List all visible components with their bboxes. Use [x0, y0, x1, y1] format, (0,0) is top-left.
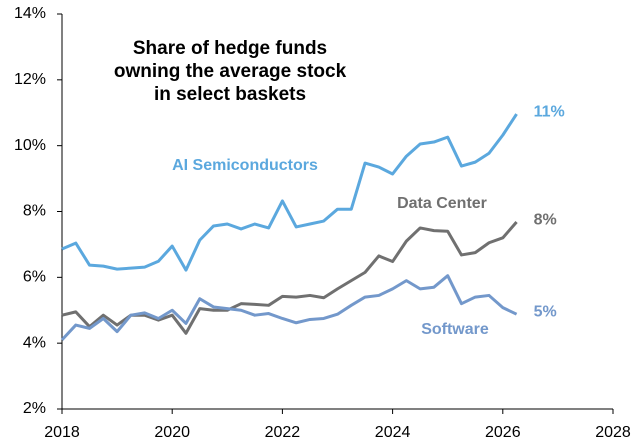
y-tick-label: 4%: [23, 334, 46, 351]
end-label: 11%: [534, 103, 565, 120]
x-tick-label: 2024: [375, 424, 411, 441]
x-tick-label: 2018: [44, 424, 80, 441]
series-label: AI Semiconductors: [172, 157, 318, 174]
series-label: Software: [421, 321, 489, 338]
chart-title: in select baskets: [154, 84, 306, 105]
y-tick-label: 10%: [14, 137, 46, 154]
y-tick-label: 8%: [23, 203, 46, 220]
end-label: 8%: [534, 211, 557, 228]
chart-title: owning the average stock: [114, 61, 347, 82]
end-label: 5%: [534, 303, 557, 320]
y-tick-label: 12%: [14, 71, 46, 88]
series-line: [60, 274, 518, 341]
x-tick-label: 2028: [595, 424, 631, 441]
y-tick-label: 6%: [23, 269, 46, 286]
y-tick-label: 14%: [14, 5, 46, 22]
x-tick-label: 2020: [154, 424, 190, 441]
series-line: [61, 113, 518, 272]
x-tick-label: 2026: [485, 424, 521, 441]
y-tick-label: 2%: [23, 400, 46, 417]
x-tick-label: 2022: [265, 424, 301, 441]
chart-title: Share of hedge funds: [133, 38, 327, 59]
series-label: Data Center: [397, 195, 487, 212]
